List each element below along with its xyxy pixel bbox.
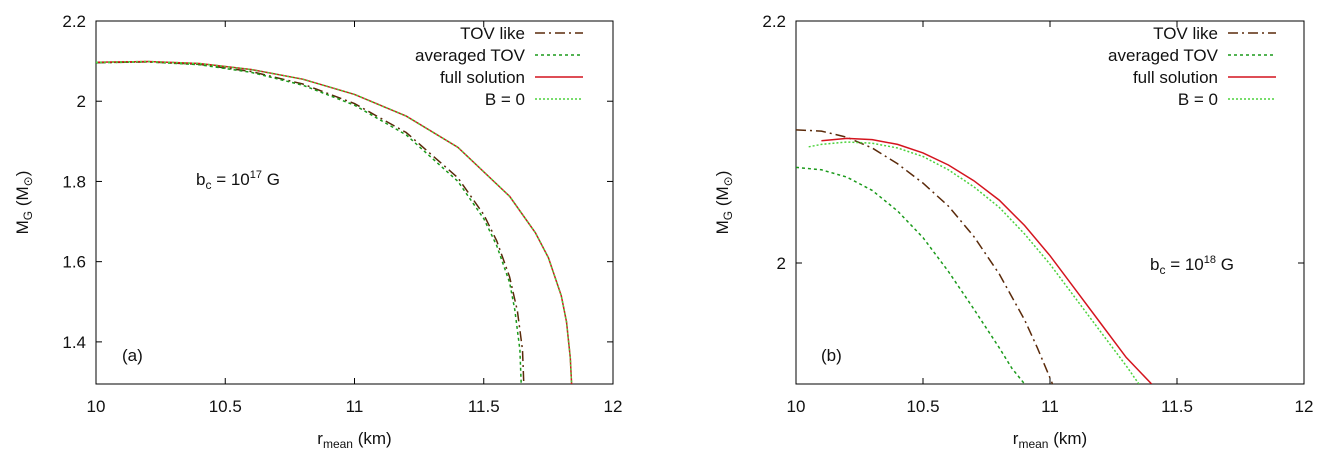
field-annotation: bc = 1017 G	[196, 169, 280, 192]
legend-label: full solution	[440, 68, 525, 87]
annotation-prefix: b	[1150, 255, 1159, 274]
legend: TOV like averaged TOV full solution B = 0	[1108, 24, 1276, 109]
y-axis-label: MG (M⊙)	[13, 171, 35, 235]
legend-label: B = 0	[1178, 90, 1218, 109]
x-axis-label: rmean (km)	[317, 429, 391, 451]
annotation-subscript: c	[205, 178, 211, 192]
annotation-suffix: G	[262, 170, 280, 189]
series-line-averaged-tov	[796, 166, 1026, 384]
legend-label: averaged TOV	[1108, 46, 1219, 65]
annotation-middle: = 10	[211, 170, 249, 189]
annotation-superscript: 17	[250, 169, 262, 181]
y-label-subscript: G	[21, 211, 35, 220]
legend-label: TOV like	[1153, 24, 1218, 43]
series-line-b-0	[808, 141, 1140, 384]
series-group	[96, 60, 573, 384]
y-label-rest: (M	[13, 186, 32, 211]
y-label-main: M	[13, 220, 32, 234]
plot-frame	[795, 20, 1305, 385]
y-label-sun-symbol: ⊙	[721, 176, 735, 186]
legend-label: TOV like	[460, 24, 525, 43]
legend-label: averaged TOV	[415, 46, 526, 65]
y-axis-label: MG (M⊙)	[713, 171, 735, 235]
y-tick-label: 1.6	[62, 253, 86, 272]
legend: TOV like averaged TOV full solution B = 0	[415, 24, 583, 109]
x-label-main: r	[1013, 429, 1019, 448]
series-line-tov-like	[96, 61, 525, 384]
x-tick-label: 11.5	[468, 397, 500, 416]
x-tick-label: 12	[1295, 397, 1314, 416]
annotation-prefix: b	[196, 170, 205, 189]
series-line-tov-like	[796, 129, 1054, 384]
x-label-rest: (km)	[1048, 429, 1087, 448]
y-label-main: M	[713, 220, 732, 234]
series-line-b-0	[96, 60, 573, 384]
x-tick-label: 12	[604, 397, 623, 416]
annotation-suffix: G	[1216, 255, 1234, 274]
x-label-rest: (km)	[353, 429, 392, 448]
x-label-main: r	[317, 429, 323, 448]
x-tick-label: 10.5	[209, 397, 242, 416]
plot-frame	[95, 20, 614, 385]
x-label-subscript: mean	[1018, 437, 1048, 451]
y-label-sun-symbol: ⊙	[21, 176, 35, 186]
x-axis-label: rmean (km)	[1013, 429, 1087, 451]
x-tick-label: 10	[87, 397, 106, 416]
chart-panel-2: 10 10.5 11 11.5 12 2 2.2 TOV like averaged TOV fu…	[713, 12, 1313, 451]
y-label-close: )	[713, 171, 732, 177]
panel-label: (b)	[821, 346, 842, 365]
y-tick-label: 1.4	[62, 333, 86, 352]
y-tick-label: 2	[777, 254, 786, 273]
series-group	[796, 129, 1153, 384]
y-tick-label: 2.2	[62, 12, 86, 31]
legend-label: full solution	[1133, 68, 1218, 87]
x-label-subscript: mean	[323, 437, 353, 451]
y-label-rest: (M	[713, 186, 732, 211]
panel-label: (a)	[122, 346, 143, 365]
x-tick-label: 10.5	[906, 397, 939, 416]
y-label-subscript: G	[721, 211, 735, 220]
x-tick-label: 11	[346, 397, 364, 416]
series-line-averaged-tov	[96, 61, 522, 384]
series-line-full-solution	[821, 137, 1153, 384]
annotation-subscript: c	[1159, 263, 1165, 277]
y-label-close: )	[13, 171, 32, 177]
y-tick-label: 1.8	[62, 172, 86, 191]
annotation-superscript: 18	[1204, 254, 1216, 266]
field-annotation: bc = 1018 G	[1150, 254, 1234, 277]
y-tick-label: 2	[77, 92, 86, 111]
x-tick-label: 10	[787, 397, 806, 416]
x-tick-label: 11	[1041, 397, 1059, 416]
chart-panel-1: 10 10.5 11 11.5 12 1.4 1.6 1.8 2 2.2 TOV like avera…	[13, 12, 622, 451]
x-tick-label: 11.5	[1161, 397, 1193, 416]
y-tick-label: 2.2	[762, 12, 786, 31]
series-line-full-solution	[96, 60, 573, 384]
annotation-middle: = 10	[1165, 255, 1203, 274]
legend-label: B = 0	[485, 90, 525, 109]
